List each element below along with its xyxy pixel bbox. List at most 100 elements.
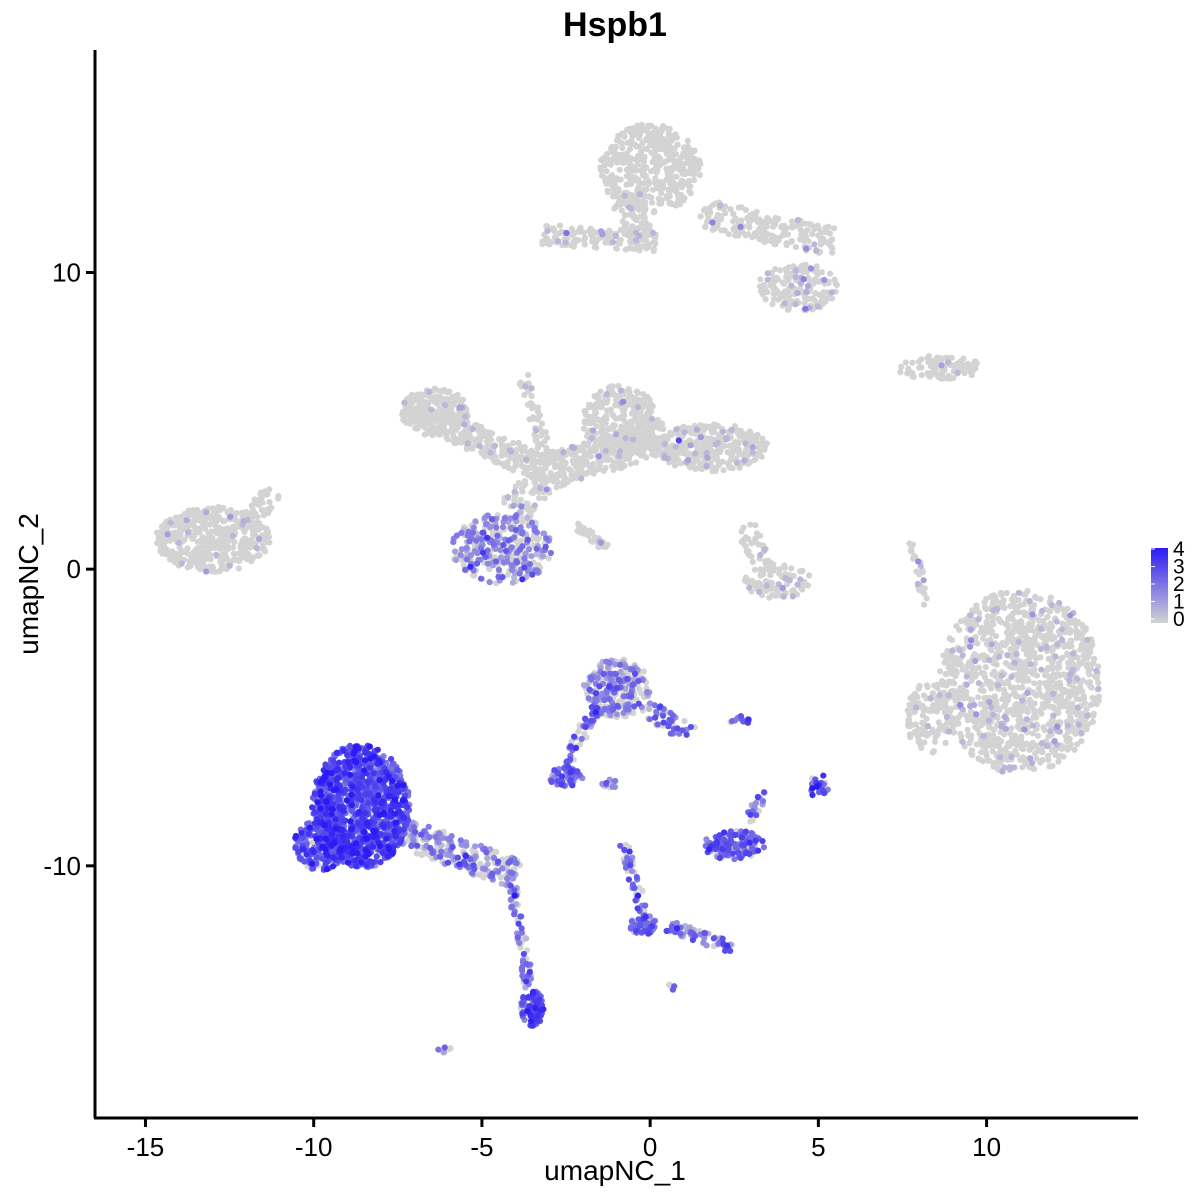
data-point xyxy=(757,276,764,283)
data-point xyxy=(158,523,166,530)
data-point xyxy=(437,414,444,421)
data-point xyxy=(709,423,716,430)
data-point xyxy=(682,441,689,448)
data-point xyxy=(609,155,617,162)
data-point xyxy=(709,201,717,209)
data-point xyxy=(266,486,273,493)
data-point xyxy=(533,435,540,442)
data-point xyxy=(934,681,941,688)
data-point xyxy=(531,470,538,477)
data-point xyxy=(444,396,451,403)
data-point xyxy=(255,520,263,527)
data-point xyxy=(215,513,222,521)
data-point xyxy=(636,443,643,450)
data-point xyxy=(968,732,975,739)
data-point xyxy=(757,283,764,290)
data-point xyxy=(935,719,942,726)
data-point xyxy=(671,134,678,141)
data-point xyxy=(733,459,741,467)
data-point xyxy=(984,613,992,620)
data-point xyxy=(957,690,964,697)
data-point xyxy=(450,432,457,440)
data-point xyxy=(309,839,316,846)
data-point xyxy=(648,133,656,140)
data-point xyxy=(929,690,936,697)
data-point xyxy=(237,544,244,552)
data-point xyxy=(968,747,975,754)
data-point xyxy=(1009,664,1016,671)
data-point xyxy=(918,744,925,752)
data-point xyxy=(634,404,642,411)
data-point xyxy=(739,432,746,439)
data-point xyxy=(686,188,693,195)
data-point xyxy=(501,499,508,506)
data-point xyxy=(212,518,219,526)
data-point xyxy=(196,551,203,559)
data-point xyxy=(656,136,663,143)
data-point xyxy=(213,551,220,558)
data-point xyxy=(705,214,712,221)
data-point xyxy=(638,121,646,128)
data-point xyxy=(534,445,541,452)
data-point xyxy=(923,715,930,723)
data-point xyxy=(641,186,648,193)
data-point xyxy=(607,161,615,168)
data-point xyxy=(946,708,953,715)
data-point xyxy=(226,562,233,569)
data-point xyxy=(544,227,551,234)
data-point xyxy=(749,210,757,218)
data-point xyxy=(745,552,753,559)
data-point xyxy=(697,213,704,220)
data-point xyxy=(504,463,511,470)
data-point xyxy=(1011,740,1018,747)
data-point xyxy=(1087,683,1094,690)
data-point xyxy=(1000,703,1008,710)
data-point xyxy=(601,415,608,422)
data-point xyxy=(611,437,618,444)
data-point xyxy=(1085,721,1092,728)
data-point xyxy=(749,558,756,566)
data-point xyxy=(451,427,459,434)
data-point xyxy=(944,652,952,659)
data-point xyxy=(983,618,990,626)
data-point xyxy=(919,719,926,726)
data-point xyxy=(631,141,638,148)
data-point xyxy=(783,241,790,249)
data-point xyxy=(634,161,642,168)
data-point xyxy=(783,269,791,276)
data-point xyxy=(517,496,524,503)
data-point xyxy=(602,160,609,167)
data-point xyxy=(905,716,913,723)
data-point xyxy=(682,446,689,453)
data-point xyxy=(679,183,686,190)
data-point xyxy=(960,695,967,702)
data-point xyxy=(240,526,248,534)
data-point xyxy=(811,279,818,286)
data-point xyxy=(1015,677,1022,684)
data-point xyxy=(591,244,599,251)
data-point xyxy=(930,707,937,714)
data-point xyxy=(510,467,517,474)
data-point xyxy=(906,731,914,738)
data-point xyxy=(638,220,645,227)
data-point xyxy=(434,400,441,407)
data-point xyxy=(236,557,243,565)
data-point xyxy=(724,449,731,456)
data-point xyxy=(627,401,634,408)
data-point xyxy=(769,301,776,308)
data-point xyxy=(942,671,949,678)
data-point xyxy=(958,661,965,668)
data-point xyxy=(736,464,743,471)
data-point xyxy=(1055,753,1062,761)
data-point xyxy=(408,391,415,398)
data-point xyxy=(651,208,658,215)
data-point xyxy=(1035,685,1042,692)
data-point xyxy=(781,293,788,300)
data-point xyxy=(732,232,739,239)
data-point xyxy=(671,145,678,152)
data-point xyxy=(618,207,626,214)
data-point xyxy=(433,416,440,423)
data-point xyxy=(556,455,564,462)
data-point xyxy=(587,225,594,232)
data-point xyxy=(626,449,633,456)
